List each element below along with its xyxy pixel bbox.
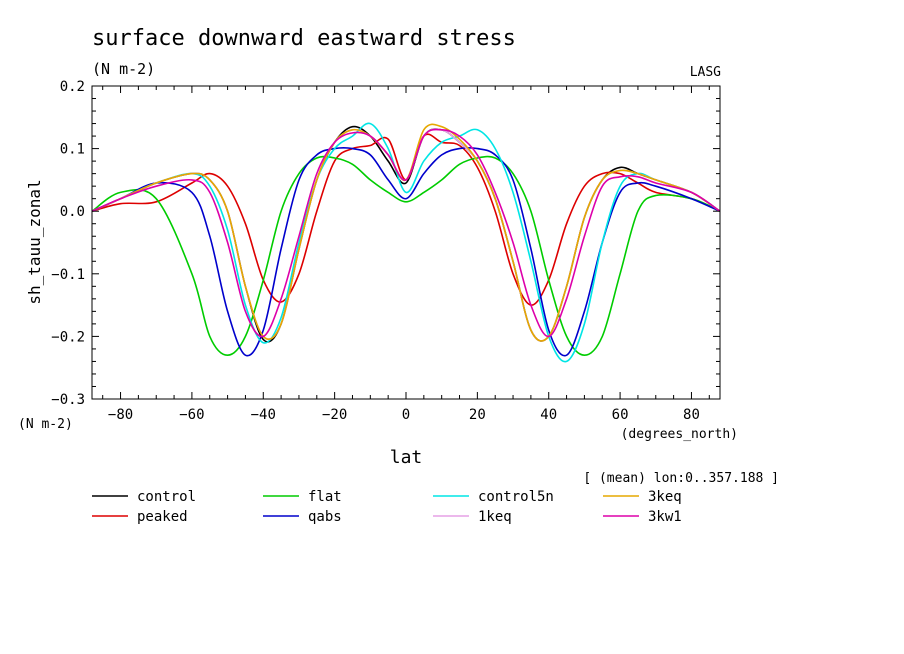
series-line-3keq (91, 123, 721, 342)
x-tick-label: −60 (179, 407, 204, 423)
y-tick-label: −0.2 (51, 329, 85, 345)
series-line-control5n (91, 122, 721, 363)
legend-label-control5n: control5n (478, 489, 554, 505)
x-tick-label: 80 (683, 407, 700, 423)
chart-units: (N m-2) (92, 60, 155, 78)
y-tick-label: 0.2 (60, 79, 85, 95)
x-axis-units: (degrees_north) (621, 427, 738, 442)
legend-label-1keq: 1keq (478, 509, 512, 525)
plot-frame (91, 85, 721, 400)
x-axis-label: lat (390, 447, 423, 468)
series-line-flat (91, 155, 721, 357)
chart-title: surface downward eastward stress (92, 26, 516, 51)
y-axis-units: (N m-2) (18, 417, 73, 432)
series-line-1keq (91, 128, 721, 342)
y-tick-label: 0.1 (60, 142, 85, 158)
y-tick-label: −0.1 (51, 267, 85, 283)
series-line-control (91, 125, 721, 343)
legend-label-control: control (137, 489, 196, 505)
y-tick-label: −0.3 (51, 392, 85, 408)
series-line-peaked (91, 133, 721, 306)
legend-label-3kw1: 3kw1 (648, 509, 682, 525)
x-tick-label: 40 (540, 407, 557, 423)
legend: control peaked flat qabs control5n 1keq 3keq 3k… (92, 489, 682, 525)
x-tick-label: −20 (322, 407, 347, 423)
plot-lines (91, 122, 721, 363)
legend-label-flat: flat (308, 489, 342, 505)
series-line-3kw1 (91, 128, 721, 338)
axis-tick-labels: −80 −60 −40 −20 0 20 40 60 80 −0.3 −0.2 −0.1 0.0 0.1 0… (51, 79, 700, 423)
x-tick-label: 60 (612, 407, 629, 423)
x-tick-label: 20 (469, 407, 486, 423)
legend-label-qabs: qabs (308, 509, 342, 525)
y-axis-label: sh_tauu_zonal (25, 179, 44, 304)
x-tick-label: −80 (108, 407, 133, 423)
chart-source: LASG (690, 65, 721, 80)
legend-label-peaked: peaked (137, 509, 188, 525)
legend-label-3keq: 3keq (648, 489, 682, 505)
axis-ticks (92, 85, 720, 400)
y-tick-label: 0.0 (60, 204, 85, 220)
x-tick-label: 0 (402, 407, 410, 423)
x-tick-label: −40 (251, 407, 276, 423)
averaging-note: [ (mean) lon:0..357.188 ] (583, 471, 779, 486)
